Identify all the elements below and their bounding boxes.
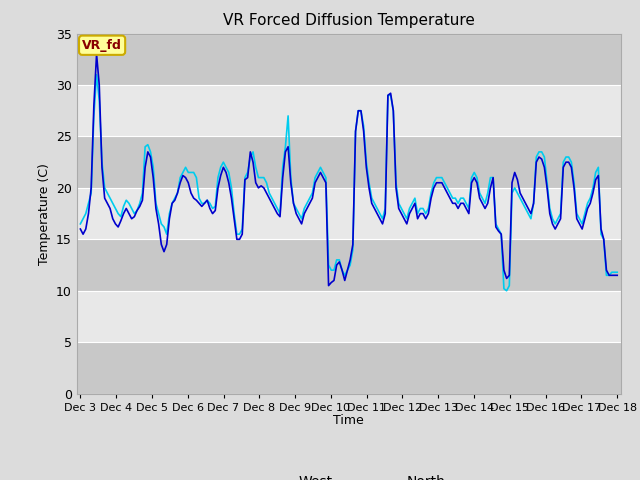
West: [111, 221, 119, 227]
North: [111, 205, 119, 211]
Bar: [77, 342, 621, 394]
North: [613, 269, 621, 275]
Y-axis label: Temperature (C): Temperature (C): [38, 163, 51, 264]
Text: VR_fd: VR_fd: [82, 39, 122, 52]
North: [573, 211, 580, 216]
X-axis label: Time: Time: [333, 414, 364, 427]
Line: North: North: [81, 75, 617, 291]
West: [592, 177, 600, 182]
Bar: [77, 34, 621, 85]
West: [222, 169, 230, 175]
North: [503, 288, 511, 294]
West: [179, 173, 187, 179]
West: [573, 216, 580, 222]
West: [77, 226, 84, 232]
Bar: [77, 136, 621, 188]
Line: West: West: [81, 54, 617, 286]
North: [222, 165, 230, 170]
Bar: [77, 188, 621, 240]
North: [592, 169, 600, 175]
North: [179, 169, 187, 175]
Bar: [77, 85, 621, 136]
North: [101, 185, 109, 191]
West: [93, 51, 100, 57]
Bar: [77, 291, 621, 342]
West: [613, 273, 621, 278]
Bar: [77, 240, 621, 291]
Legend: West, North: West, North: [247, 469, 451, 480]
Title: VR Forced Diffusion Temperature: VR Forced Diffusion Temperature: [223, 13, 475, 28]
North: [93, 72, 100, 78]
West: [324, 283, 332, 288]
West: [101, 195, 109, 201]
North: [77, 221, 84, 227]
